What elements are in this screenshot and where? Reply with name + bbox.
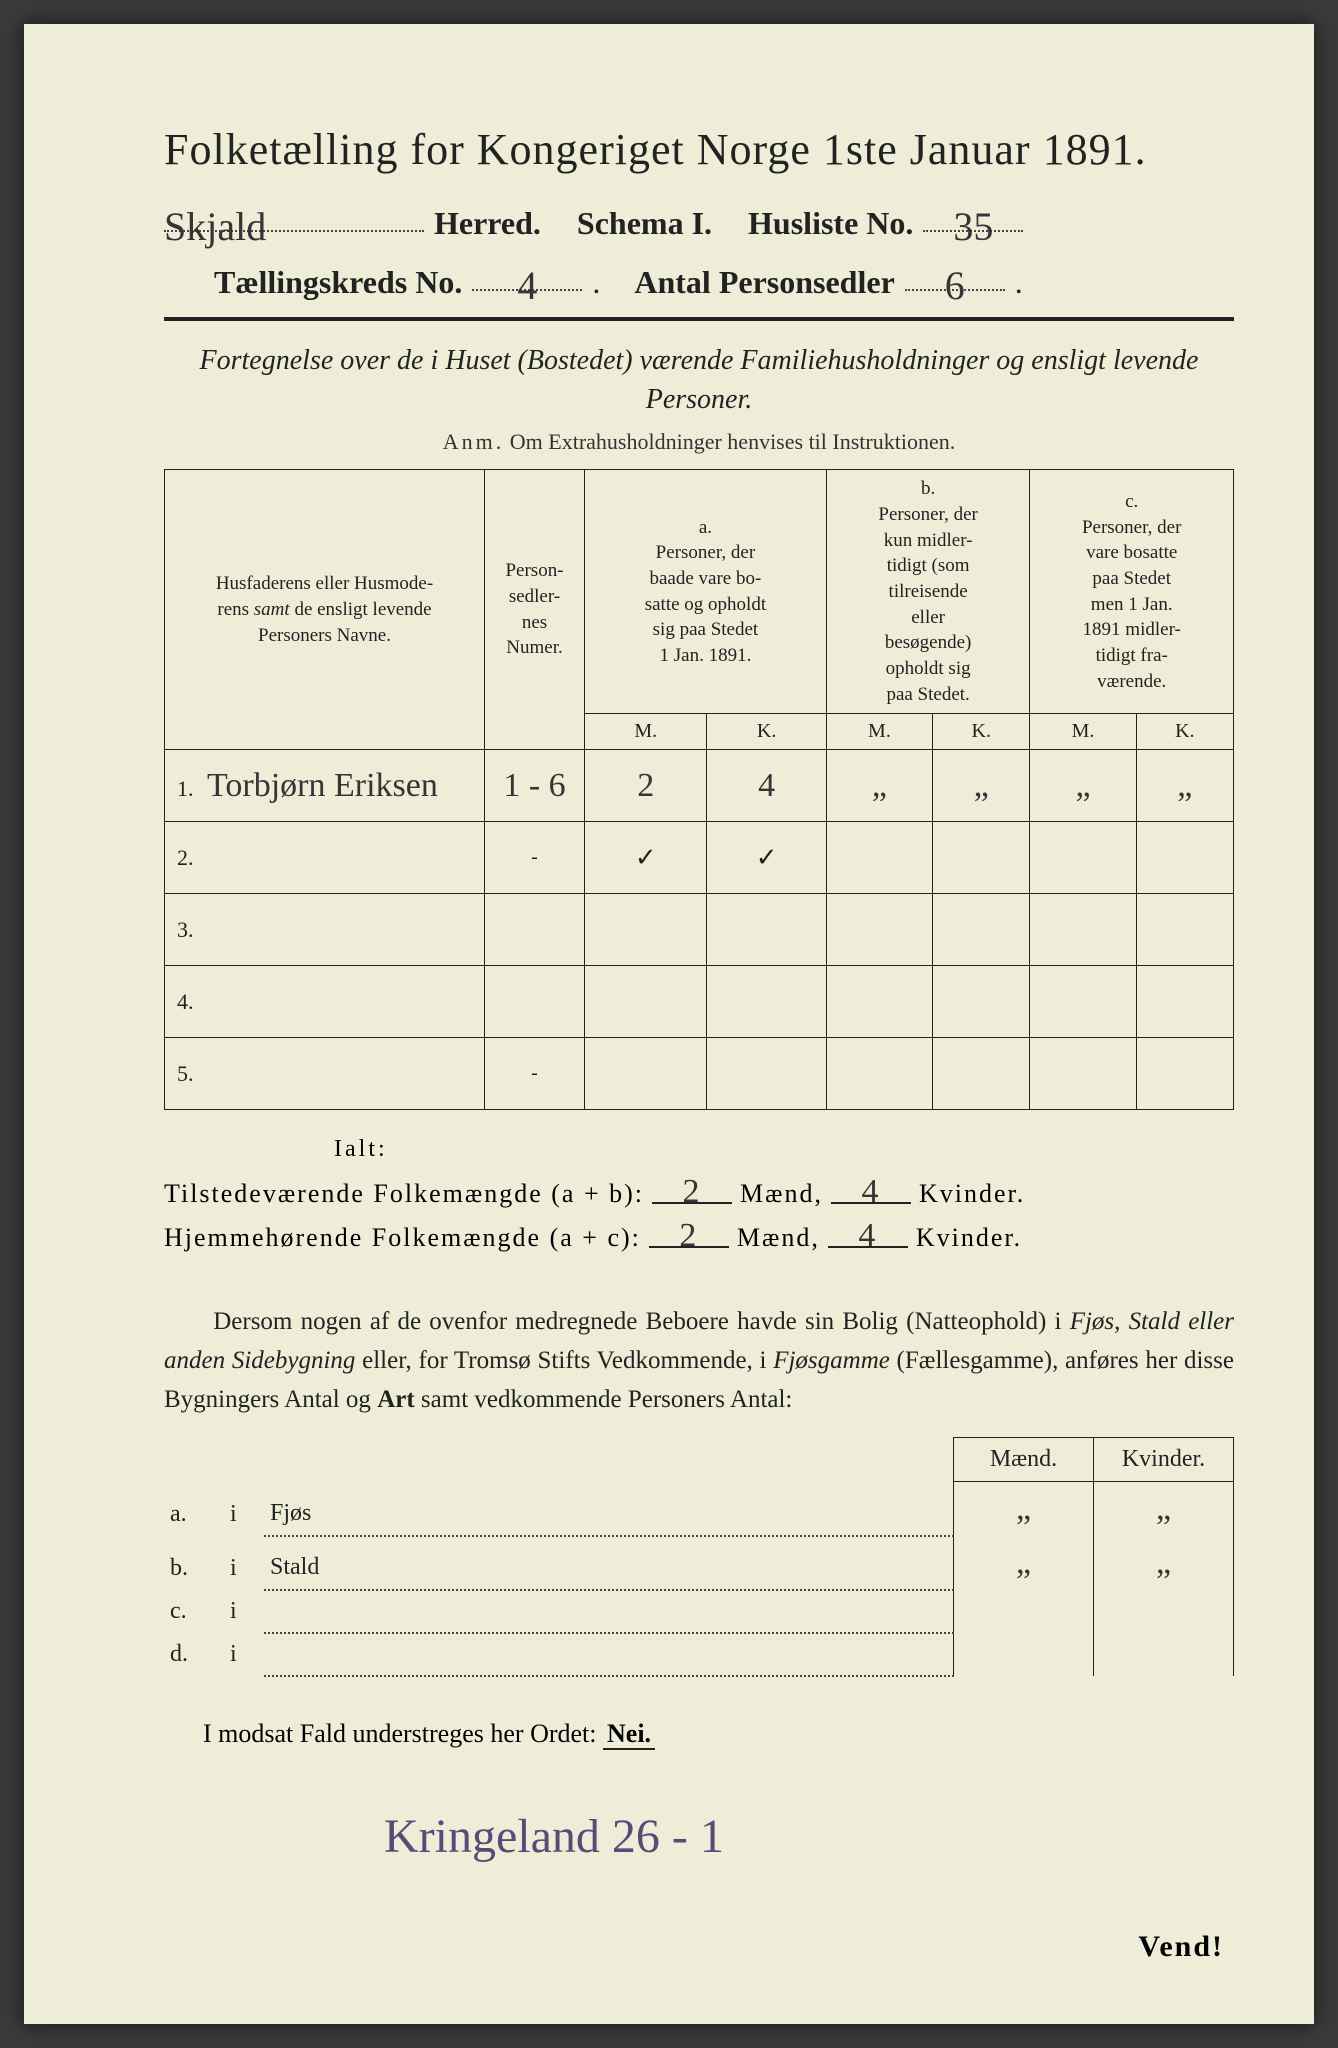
anm-text: Om Extrahusholdninger henvises til Instr… [510, 429, 955, 454]
nei-line: I modsat Fald understreges her Ordet: Ne… [164, 1719, 1234, 1749]
annotation-line: Anm. Om Extrahusholdninger henvises til … [164, 429, 1234, 455]
herred-value: Skjald [164, 204, 266, 249]
vend-label: Vend! [1138, 1930, 1224, 1964]
col-b: Personer, derkun midler-tidigt (somtilre… [878, 504, 977, 704]
sum-ab-label: Tilstedeværende Folkemængde (a + b): [164, 1179, 644, 1209]
col-c-k: K. [1136, 714, 1233, 750]
sum-ab-k: 4 [861, 1173, 880, 1210]
schema-label: Schema I. [577, 205, 712, 242]
table-row: 1.Torbjørn Eriksen 1 - 6 2 4 „ „ „ „ [165, 750, 1234, 822]
herred-label: Herred. [434, 205, 541, 242]
header-line-2: Skjald Herred. Schema I. Husliste No. 35 [164, 197, 1234, 242]
antal-value: 6 [945, 263, 965, 308]
husliste-value: 35 [953, 204, 993, 249]
buildings-table: Mænd. Kvinder. a. i Fjøs „ „ b. i Stald … [164, 1437, 1234, 1677]
col-a: Personer, derbaade vare bo-satte og opho… [645, 542, 766, 666]
anm-prefix: Anm. [443, 429, 505, 454]
small-head-k: Kvinder. [1094, 1438, 1234, 1482]
col-c-m: M. [1030, 714, 1136, 750]
col-c: Personer, dervare bosattepaa Stedetmen 1… [1082, 517, 1181, 692]
col-b-label: b. [921, 478, 935, 499]
page-title: Folketælling for Kongeriget Norge 1ste J… [164, 124, 1234, 175]
husliste-label: Husliste No. [748, 205, 913, 242]
col-c-label: c. [1125, 491, 1138, 512]
kreds-value: 4 [517, 263, 537, 308]
sum-ab: Tilstedeværende Folkemængde (a + b): 2 M… [164, 1173, 1234, 1209]
table-row: 5. - [165, 1038, 1234, 1110]
sum-ac-label: Hjemmehørende Folkemængde (a + c): [164, 1223, 641, 1253]
table-row: c. i [164, 1590, 1234, 1633]
households-table: Husfaderens eller Husmode-rens samt de e… [164, 469, 1234, 1110]
small-head-m: Mænd. [954, 1438, 1094, 1482]
col-names: Husfaderens eller Husmode-rens samt de e… [216, 573, 433, 645]
row1-name: Torbjørn Eriksen [207, 767, 438, 804]
bottom-handwritten-note: Kringeland 26 - 1 [384, 1809, 1234, 1864]
table-row: 2. - ✓ ✓ [165, 822, 1234, 894]
col-a-k: K. [707, 714, 826, 750]
col-a-label: a. [699, 517, 712, 538]
sum-ab-m: 2 [683, 1173, 702, 1210]
kreds-label: Tællingskreds No. [214, 264, 462, 301]
antal-label: Antal Personsedler [634, 264, 894, 301]
divider-thick [164, 317, 1234, 321]
col-b-m: M. [826, 714, 932, 750]
ialt-label: Ialt: [334, 1136, 1234, 1163]
sum-ac: Hjemmehørende Folkemængde (a + c): 2 Mæn… [164, 1217, 1234, 1253]
census-form-page: Folketælling for Kongeriget Norge 1ste J… [24, 24, 1314, 2024]
form-subtitle: Fortegnelse over de i Huset (Bostedet) v… [164, 341, 1234, 419]
table-row: b. i Stald „ „ [164, 1536, 1234, 1590]
table-row: 3. [165, 894, 1234, 966]
col-numer: Person-sedler-nesNumer. [505, 560, 563, 658]
building-paragraph: Dersom nogen af de ovenfor medregnede Be… [164, 1303, 1234, 1419]
col-a-m: M. [585, 714, 707, 750]
sum-ac-m: 2 [679, 1217, 698, 1254]
table-row: 4. [165, 966, 1234, 1038]
table-row: a. i Fjøs „ „ [164, 1482, 1234, 1537]
sum-ac-k: 4 [858, 1217, 877, 1254]
nei-word: Nei. [603, 1719, 655, 1750]
header-line-3: Tællingskreds No. 4 . Antal Personsedler… [164, 256, 1234, 301]
table-row: d. i [164, 1633, 1234, 1676]
col-b-k: K. [933, 714, 1030, 750]
